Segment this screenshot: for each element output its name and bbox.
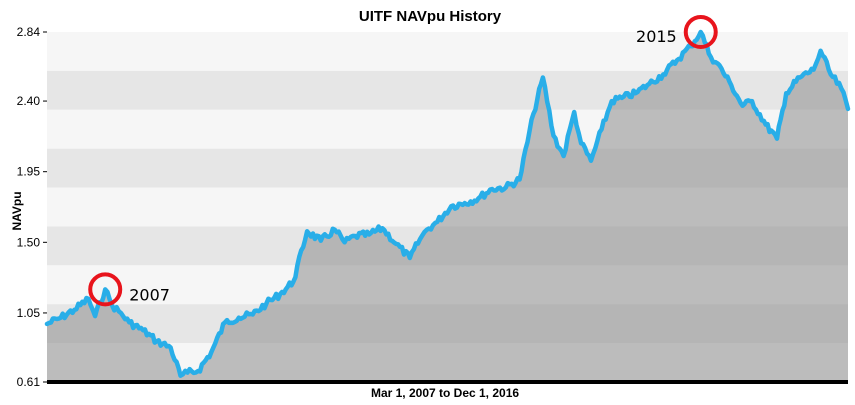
y-axis-ticks: 2.84 2.40 1.95 1.50 1.05 0.61 [17,25,47,389]
navpu-series-line [44,29,851,378]
grid-band [47,32,848,71]
annotation-label: 2015 [636,27,677,46]
y-axis-label: NAVpu [10,191,24,230]
y-tick-label: 1.95 [17,165,41,179]
y-tick-label: 2.84 [17,25,41,39]
annotations: 2007 2015 [88,15,718,307]
highlight-circle [683,15,718,49]
chart-title: UITF NAVpu History [359,8,502,25]
navpu-area-fill [47,32,848,382]
y-tick-label: 1.05 [17,306,41,320]
y-tick-label: 2.40 [17,94,41,108]
y-tick-label: 0.61 [17,375,41,389]
annotation-label: 2007 [129,285,170,304]
highlight-circle [88,272,123,307]
x-axis-label: Mar 1, 2007 to Dec 1, 2016 [371,386,519,400]
y-tick-label: 1.50 [17,235,41,249]
